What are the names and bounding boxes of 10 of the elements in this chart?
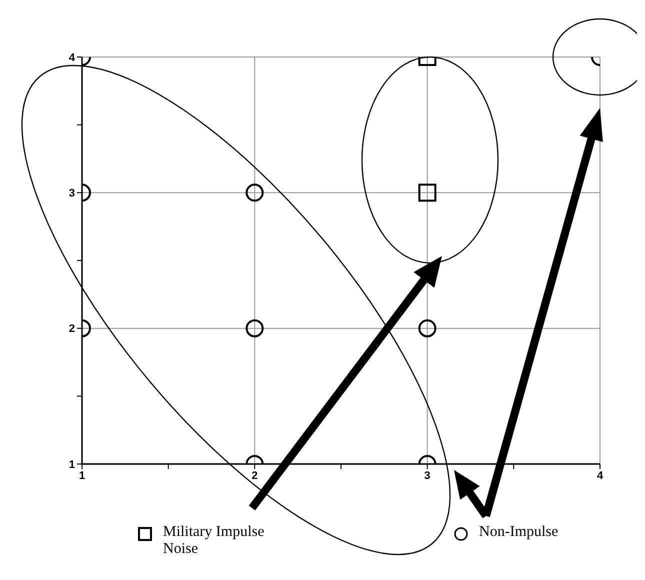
x-tick-label: 2 <box>252 470 258 482</box>
legend-label: Non-Impulse <box>479 524 558 541</box>
x-tick-label: 3 <box>424 470 430 482</box>
y-tick-label: 4 <box>68 52 76 64</box>
y-tick-label: 1 <box>68 458 75 471</box>
y-tick-label: 2 <box>68 323 75 336</box>
y-tick-label: 3 <box>68 188 75 200</box>
x-tick-label: 1 <box>78 470 86 482</box>
legend-label: Military Impulse Noise <box>163 524 266 558</box>
x-tick-label: 4 <box>596 470 604 482</box>
